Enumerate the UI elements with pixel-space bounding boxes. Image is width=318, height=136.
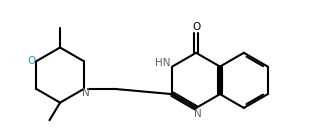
Text: N: N <box>194 109 202 119</box>
Text: N: N <box>82 88 90 98</box>
Text: O: O <box>27 56 36 66</box>
Text: O: O <box>192 22 200 32</box>
Text: HN: HN <box>155 58 170 68</box>
